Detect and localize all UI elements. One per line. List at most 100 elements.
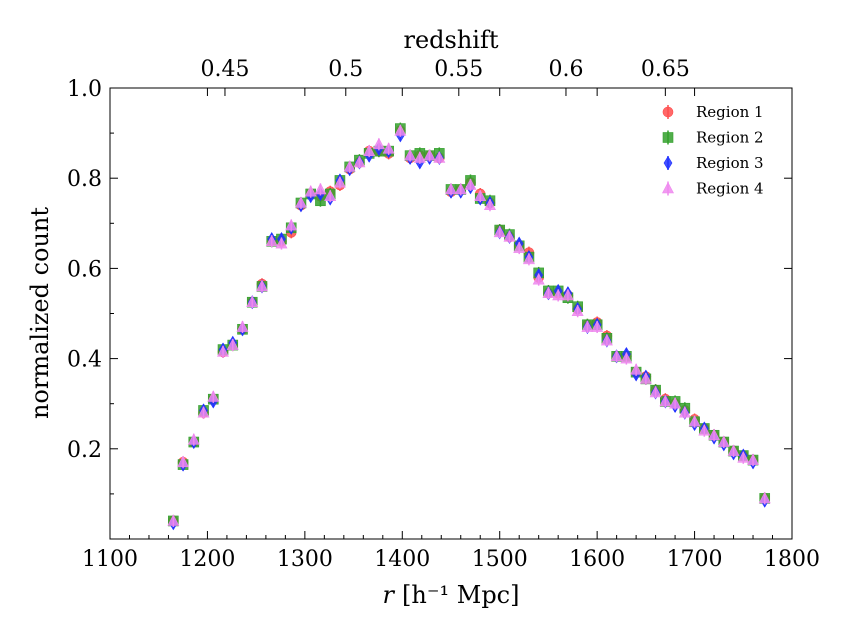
data-point (571, 304, 584, 317)
legend-item-region-4: Region 4 (662, 180, 764, 198)
y-tick-label: 0.2 (67, 438, 102, 463)
data-point (246, 295, 259, 308)
y-tick-label: 0.8 (67, 167, 102, 192)
data-point (620, 351, 633, 364)
data-point (445, 182, 457, 195)
top-axis-tick-label: 0.45 (200, 57, 249, 82)
legend-label: Region 4 (696, 180, 764, 198)
x-tick-label: 1500 (472, 547, 528, 572)
plot-area (167, 122, 771, 531)
legend-item-region-1: Region 1 (662, 103, 764, 121)
data-point (561, 288, 574, 301)
top-axis-tick-label: 0.6 (548, 57, 583, 82)
x-tick-label: 1600 (569, 547, 625, 572)
y-tick-label: 0.6 (67, 257, 102, 282)
x-tick-label: 1100 (82, 547, 138, 572)
data-point (275, 236, 288, 249)
data-point (522, 252, 535, 265)
x-tick-label: 1200 (179, 547, 235, 572)
legend-marker (662, 106, 674, 118)
data-point (324, 189, 337, 202)
data-point (483, 198, 496, 211)
data-point (265, 234, 278, 247)
data-point (591, 320, 604, 332)
data-point (630, 363, 643, 375)
plot-frame (109, 87, 793, 540)
data-point (382, 142, 395, 154)
data-point (600, 333, 613, 346)
data-point (688, 415, 701, 427)
top-axis-tick-label: 0.5 (328, 57, 363, 82)
legend-label: Region 1 (696, 103, 764, 121)
data-point (717, 435, 730, 447)
legend-marker (662, 132, 674, 143)
data-point (404, 149, 417, 161)
data-point (353, 155, 366, 168)
data-point (197, 406, 210, 418)
data-point (758, 491, 771, 504)
data-point (708, 428, 721, 441)
data-point (207, 390, 220, 402)
data-point (678, 406, 691, 418)
data-point (532, 273, 545, 285)
data-point (167, 514, 180, 526)
top-axis-title: redshift (403, 26, 498, 54)
data-point (464, 178, 477, 190)
data-point (394, 124, 407, 136)
series-region-4 (167, 124, 771, 527)
data-point (363, 144, 376, 156)
legend-marker (662, 181, 674, 194)
x-tick-label: 1800 (764, 547, 820, 572)
data-point (177, 455, 190, 468)
data-point (503, 230, 516, 242)
data-point (217, 345, 230, 357)
data-point (727, 444, 740, 456)
legend-item-region-2: Region 2 (662, 129, 764, 147)
data-point (737, 451, 750, 463)
data-point (474, 189, 487, 202)
legend-marker (663, 155, 673, 171)
data-point (294, 196, 307, 208)
data-point (372, 137, 385, 150)
data-point (493, 225, 506, 238)
x-axis-units: [h⁻¹ Mpc] (402, 581, 519, 609)
data-point (423, 149, 436, 161)
data-point (542, 286, 555, 299)
y-axis-title: normalized count (26, 207, 54, 419)
data-point (659, 394, 672, 407)
data-point (226, 338, 239, 350)
data-point (433, 151, 446, 163)
data-point (552, 288, 565, 301)
top-axis-tick-label: 0.55 (434, 57, 483, 82)
x-tick-label: 1400 (374, 547, 430, 572)
data-point (187, 433, 200, 445)
data-point (698, 424, 711, 436)
data-point (343, 160, 356, 172)
data-point (747, 453, 760, 465)
data-point (581, 320, 594, 332)
data-point (285, 218, 298, 231)
data-point (513, 241, 526, 253)
x-tick-label: 1700 (667, 547, 723, 572)
legend-label: Region 3 (696, 154, 764, 172)
data-point (255, 279, 268, 292)
data-point (304, 185, 317, 197)
y-tick-label: 0.4 (67, 348, 102, 373)
top-axis-tick-label: 0.65 (641, 57, 690, 82)
data-point (314, 182, 327, 195)
data-point (333, 176, 346, 188)
data-point (610, 349, 623, 362)
x-tick-label: 1300 (277, 547, 333, 572)
data-point (649, 385, 662, 398)
data-point (413, 151, 426, 163)
data-point (236, 320, 249, 332)
y-tick-label: 1.0 (67, 77, 102, 102)
legend-label: Region 2 (696, 129, 764, 147)
data-point (669, 397, 682, 409)
x-axis-title: r [h⁻¹ Mpc] (383, 581, 520, 609)
data-point (454, 182, 467, 195)
legend: Region 1 Region 2 Region 3 Region 4 (662, 103, 764, 198)
x-axis-variable: r (383, 581, 396, 609)
data-point (639, 372, 652, 384)
